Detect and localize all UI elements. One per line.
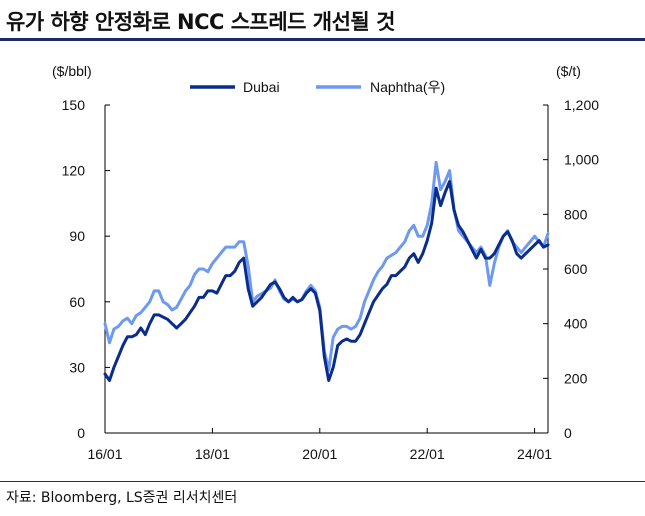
y-left-tick-label: 150 — [62, 97, 86, 113]
y-left-tick-label: 90 — [69, 228, 85, 244]
legend-label-naphtha: Naphtha(우) — [370, 79, 445, 95]
y-right-tick-label: 400 — [564, 316, 588, 332]
chart-title: 유가 하향 안정화로 NCC 스프레드 개선될 것 — [6, 10, 395, 34]
x-tick-label: 22/01 — [410, 446, 445, 462]
y-right-tick-label: 200 — [564, 370, 588, 386]
y-left-unit-label: ($/bbl) — [52, 63, 92, 79]
y-left-tick-label: 0 — [77, 425, 85, 441]
x-tick-label: 20/01 — [302, 446, 337, 462]
y-right-tick-label: 800 — [564, 206, 588, 222]
legend-label-dubai: Dubai — [243, 79, 280, 95]
x-tick-label: 16/01 — [87, 446, 122, 462]
series-line-dubai — [103, 180, 550, 382]
chart: 0 30 60 90 120 150 0 200 400 600 800 1,000 1,200 ($/b… — [52, 63, 599, 462]
y-left-tick-label: 60 — [69, 294, 85, 310]
y-left-tick-label: 120 — [62, 163, 86, 179]
series-line-naphtha — [103, 160, 550, 372]
y-right-tick-label: 1,200 — [564, 97, 599, 113]
y-right-tick-label: 0 — [564, 425, 572, 441]
source-rule — [0, 481, 645, 482]
x-tick-label: 18/01 — [195, 446, 230, 462]
y-left-tick-label: 30 — [69, 359, 85, 375]
y-right-unit-label: ($/t) — [556, 63, 581, 79]
source-note: 자료: Bloomberg, LS증권 리서치센터 — [6, 490, 238, 506]
y-right-tick-label: 600 — [564, 261, 588, 277]
x-tick-label: 24/01 — [517, 446, 552, 462]
title-rule — [0, 38, 645, 41]
y-right-tick-label: 1,000 — [564, 152, 599, 168]
